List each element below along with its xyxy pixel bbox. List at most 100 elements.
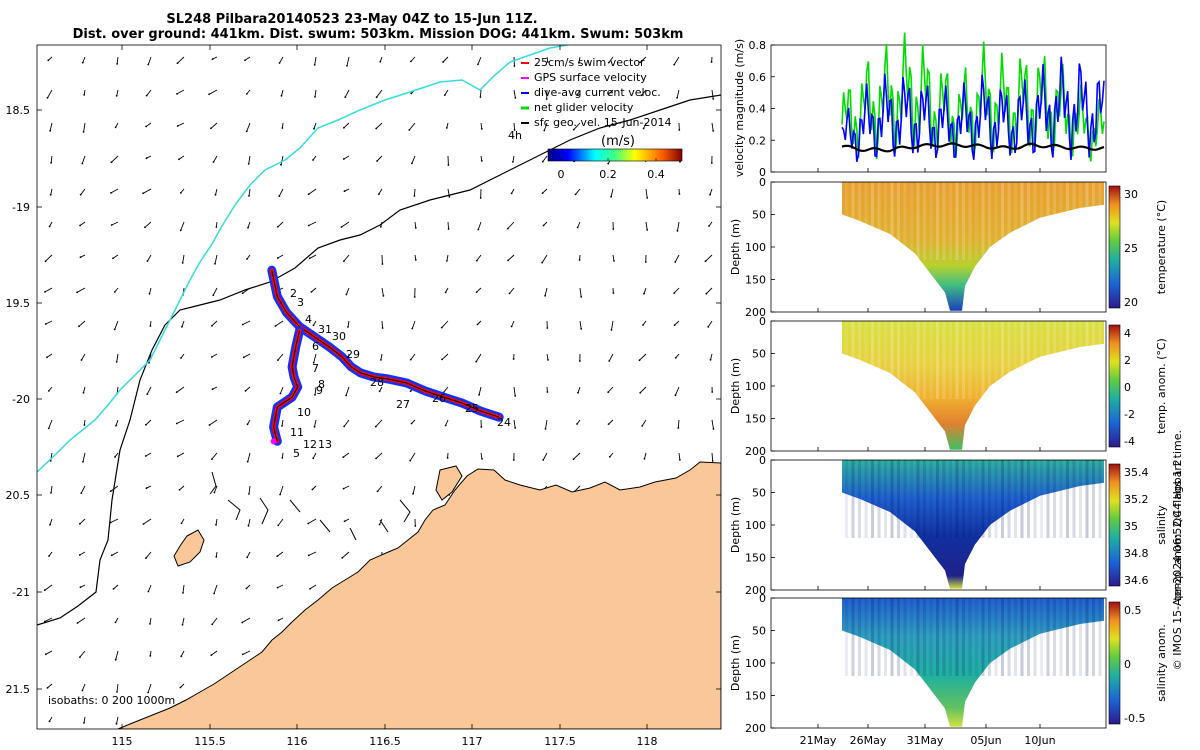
section-colorbar	[1108, 601, 1121, 725]
track-label: 8	[318, 378, 325, 391]
vector-arrow	[711, 122, 714, 131]
vector-arrow	[275, 320, 284, 327]
depth-ylabel: Depth (m)	[729, 497, 742, 553]
timeseries-panels: 0 0.2 0.4 0.6 0.8 velocity magnitude (m/s) 0…	[729, 32, 1184, 747]
depth-tick-label: 0	[759, 176, 766, 189]
title-line-2: Dist. over ground: 441km. Dist. swum: 50…	[73, 27, 684, 42]
vector-arrow	[542, 155, 548, 162]
velocity-y-axis: 0 0.2 0.4 0.6 0.8	[749, 39, 1041, 179]
vector-arrow	[308, 551, 317, 556]
track-label: 28	[370, 376, 384, 389]
vector-arrow	[47, 683, 53, 689]
section-field	[842, 321, 1104, 450]
vector-arrow	[248, 485, 251, 494]
cbar-tick-label: 34.6	[1124, 574, 1149, 587]
vector-arrow	[639, 386, 647, 394]
vector-arrow	[45, 254, 53, 262]
vector-arrow	[408, 122, 416, 131]
velocity-y-tick-label: 0.6	[749, 71, 767, 84]
vector-arrow	[507, 254, 515, 261]
map-y-tick-label: -20	[12, 393, 30, 406]
vector-arrow	[513, 89, 516, 98]
vector-arrow	[80, 485, 86, 494]
map-y-tick-label: 19.5	[6, 297, 31, 310]
vector-arrow	[410, 56, 416, 62]
cbar-tick-label: 2	[1124, 354, 1131, 367]
vector-arrow	[375, 419, 383, 427]
vector-arrow	[611, 320, 614, 330]
vector-arrow	[115, 419, 119, 426]
cbar-tick-label: -0.5	[1124, 712, 1145, 725]
track-label: 31	[318, 323, 332, 336]
depth-tick-label: 150	[745, 413, 766, 426]
vector-arrow	[149, 287, 152, 294]
vector-arrow	[149, 617, 152, 624]
velocity-ylabel: velocity magnitude (m/s)	[733, 39, 746, 177]
vector-arrow	[480, 452, 483, 459]
vector-arrow	[579, 320, 582, 329]
depth-tick-label: 50	[752, 625, 766, 638]
vector-arrow	[414, 221, 417, 228]
vector-arrow	[577, 221, 581, 228]
depth-tick-label: 100	[745, 380, 766, 393]
vector-arrow	[277, 518, 284, 526]
vector-arrow	[116, 56, 119, 64]
depth-ylabel: Depth (m)	[729, 635, 742, 691]
cbar-tick-label: 4	[1124, 327, 1131, 340]
vector-arrow	[277, 221, 284, 228]
imos-credit: © IMOS 15-Apr-2024 06:52:44 Hobart time.	[1171, 430, 1184, 670]
vector-arrow	[145, 551, 152, 559]
vector-arrow	[81, 155, 86, 164]
vector-arrow	[213, 485, 218, 493]
vector-arrow	[380, 353, 383, 360]
vector-arrow	[83, 716, 86, 723]
vector-arrow	[674, 386, 680, 396]
time-x-tick-label: 10Jun	[1024, 734, 1055, 747]
vector-arrow	[641, 419, 647, 427]
vector-arrow	[48, 419, 53, 429]
vector-arrow	[79, 518, 86, 525]
vector-arrow	[241, 617, 251, 623]
legend-entry: dive-avg current veloc.	[534, 86, 661, 99]
vector-arrow	[575, 188, 581, 195]
vector-arrow	[541, 254, 548, 263]
vector-arrow	[445, 419, 449, 426]
depth-tick-label: 100	[745, 241, 766, 254]
cbar-tick-label: 35.2	[1124, 493, 1149, 506]
colorbar-tick-label: 0.2	[599, 168, 617, 181]
colorbar-ticks: 0 0.2 0.4	[558, 158, 665, 181]
vector-arrow	[542, 452, 548, 461]
vector-arrow	[281, 419, 284, 426]
vector-arrow	[147, 683, 152, 693]
cbar-tick-label: 0	[1124, 381, 1131, 394]
vector-arrow	[44, 287, 53, 293]
cbar-label: temperature (°C)	[1155, 200, 1168, 294]
track-label: 25	[465, 402, 479, 415]
vector-arrow	[242, 320, 251, 325]
section-colorbar	[1108, 185, 1121, 309]
map-x-tick-label: 117	[462, 735, 483, 748]
vector-arrow	[639, 353, 647, 361]
vector-arrow	[314, 89, 317, 97]
vector-arrow	[308, 188, 317, 195]
vector-arrow	[277, 551, 284, 557]
cbar-tick-label: 0.5	[1124, 604, 1142, 617]
vector-arrow	[180, 650, 185, 657]
vector-arrow	[314, 419, 317, 427]
vector-arrow	[545, 419, 548, 429]
depth-ylabel: Depth (m)	[729, 358, 742, 414]
vector-arrow	[345, 287, 350, 295]
vector-arrow	[46, 353, 53, 358]
vector-arrow	[608, 56, 614, 63]
vector-arrow	[44, 584, 53, 591]
vector-arrow	[441, 320, 449, 328]
vector-arrow	[209, 419, 218, 426]
vector-arrow	[412, 485, 416, 494]
vector-arrow	[607, 386, 614, 393]
track-label: 2	[290, 287, 297, 300]
velocity-panel: 0 0.2 0.4 0.6 0.8 velocity magnitude (m/s)	[733, 32, 1107, 179]
map-x-tick-label: 118	[637, 735, 658, 748]
vector-arrow	[676, 89, 680, 98]
vector-arrow	[608, 89, 614, 95]
cbar-label: salinity	[1155, 505, 1168, 545]
